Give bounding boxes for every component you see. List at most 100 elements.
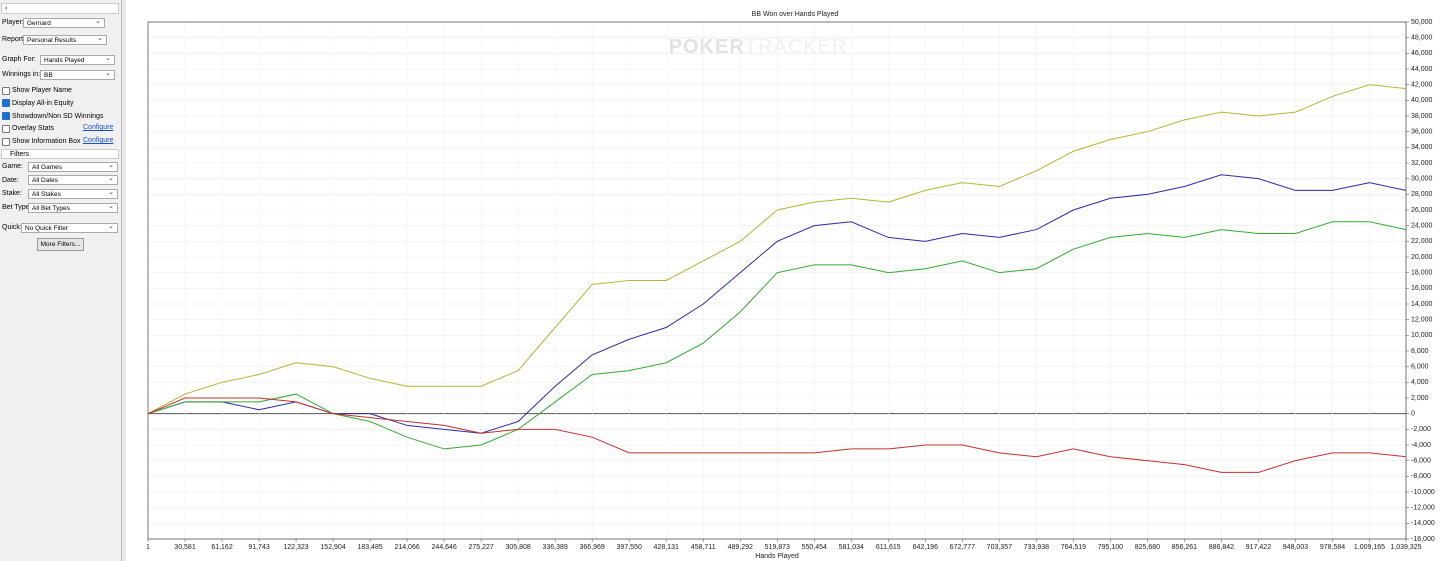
x-tick-label: 336,389 xyxy=(543,544,568,551)
y-tick-label: 50,000 xyxy=(1411,19,1433,26)
y-tick-label: 36,000 xyxy=(1411,129,1433,136)
dropdown[interactable]: Personal Results xyxy=(23,34,107,45)
configure-link[interactable]: Configure xyxy=(83,137,114,145)
splitter[interactable] xyxy=(122,0,126,561)
field-row: Report: xyxy=(2,34,25,45)
y-tick-label: 20,000 xyxy=(1411,254,1433,261)
watermark: POKERTRACKER xyxy=(669,36,848,58)
x-tick-label: 550,454 xyxy=(802,544,827,551)
x-tick-label: 581,034 xyxy=(839,544,864,551)
field-label: Date: xyxy=(2,176,19,184)
series-line xyxy=(147,221,1407,450)
checkbox-row: Show Information Box xyxy=(2,136,80,147)
x-tick-label: 275,227 xyxy=(468,544,493,551)
x-tick-label: 519,873 xyxy=(765,544,790,551)
x-tick-label: 825,680 xyxy=(1135,544,1160,551)
filters-header: Filters xyxy=(1,149,119,159)
y-tick-label: 22,000 xyxy=(1411,238,1433,245)
y-tick-label: 42,000 xyxy=(1411,82,1433,89)
x-axis-label: Hands Played xyxy=(755,553,799,560)
checkbox-label: Showdown/Non SD Winnings xyxy=(12,112,104,120)
field-label: Stake: xyxy=(2,190,22,198)
collapse-bar[interactable]: ‹ xyxy=(1,3,119,14)
x-tick-label: 428,131 xyxy=(654,544,679,551)
x-tick-label: 978,584 xyxy=(1320,544,1345,551)
x-tick-label: 1,009,165 xyxy=(1354,544,1385,551)
y-tick-label: -14,000 xyxy=(1411,520,1435,527)
plot-frame xyxy=(147,21,1407,540)
y-tick-label: 28,000 xyxy=(1411,191,1433,198)
y-tick-label: -8,000 xyxy=(1411,473,1431,480)
chart-background xyxy=(126,0,1440,561)
field-label: Game: xyxy=(2,163,24,170)
x-tick-label: 611,615 xyxy=(876,544,901,551)
checkbox[interactable] xyxy=(2,124,10,133)
dropdown[interactable]: All Bet Types xyxy=(28,202,118,213)
sidebar: ‹ Player:Gernard Report:Personal Results G… xyxy=(0,0,122,561)
y-tick-label: 40,000 xyxy=(1411,97,1433,104)
y-tick-label: 18,000 xyxy=(1411,270,1433,277)
y-tick-label: 6,000 xyxy=(1411,364,1429,371)
x-tick-label: 61,162 xyxy=(211,544,233,551)
y-tick-label: -12,000 xyxy=(1411,505,1435,512)
y-tick-label: 4,000 xyxy=(1411,379,1429,386)
dropdown[interactable]: All Games xyxy=(28,161,118,172)
y-tick-label: 24,000 xyxy=(1411,223,1433,230)
x-tick-label: 642,196 xyxy=(913,544,938,551)
x-tick-label: 305,808 xyxy=(505,544,530,551)
x-tick-label: 30,581 xyxy=(174,544,196,551)
y-tick-label: -6,000 xyxy=(1411,458,1431,465)
x-tick-label: 122,323 xyxy=(283,544,308,551)
series-line xyxy=(147,174,1407,434)
field-row: Winnings in: xyxy=(2,69,40,80)
y-tick-label: 30,000 xyxy=(1411,176,1433,183)
field-row: Player: xyxy=(2,17,24,28)
dropdown[interactable]: Hands Played xyxy=(40,54,115,65)
field-row: Date: xyxy=(2,175,28,186)
x-tick-label: 856,261 xyxy=(1172,544,1197,551)
dropdown[interactable]: BB xyxy=(40,69,115,80)
checkbox-label: Overlay Stats xyxy=(12,125,55,133)
y-tick-label: -2,000 xyxy=(1411,426,1431,433)
y-tick-label: 2,000 xyxy=(1411,395,1429,402)
x-tick-label: 886,842 xyxy=(1209,544,1234,551)
checkbox-label: Show Information Box xyxy=(12,138,81,146)
configure-link[interactable]: Configure xyxy=(83,124,114,132)
y-tick-label: 48,000 xyxy=(1411,35,1433,42)
more-filters-button[interactable]: More Filters... xyxy=(37,238,84,251)
x-tick-label: 764,519 xyxy=(1061,544,1086,551)
field-row: Bet Type: xyxy=(2,202,32,213)
y-tick-label: -4,000 xyxy=(1411,442,1431,449)
field-label: Bet Type: xyxy=(2,204,32,212)
field-label: Player: xyxy=(2,19,24,26)
checkbox-row: Show Player Name xyxy=(2,85,72,96)
dropdown[interactable]: No Quick Filter xyxy=(21,222,118,233)
checkbox[interactable] xyxy=(2,86,10,95)
x-tick-label: 948,003 xyxy=(1283,544,1308,551)
y-tick-label: 38,000 xyxy=(1411,113,1433,120)
x-tick-label: 91,743 xyxy=(248,544,270,551)
x-tick-label: 703,357 xyxy=(987,544,1012,551)
dropdown[interactable]: All Dates xyxy=(28,175,118,186)
checkbox[interactable] xyxy=(2,99,10,108)
y-tick-label: 34,000 xyxy=(1411,144,1433,151)
watermark-part: POKER xyxy=(669,36,745,58)
field-row: Graph For: xyxy=(2,54,36,65)
dropdown[interactable]: Gernard xyxy=(23,17,105,28)
x-tick-label: 214,066 xyxy=(394,544,419,551)
series-line xyxy=(147,397,1407,473)
field-row: Game: xyxy=(2,161,28,172)
checkbox[interactable] xyxy=(2,137,10,146)
field-row: Quick: xyxy=(2,222,22,233)
field-label: Winnings in: xyxy=(2,71,41,78)
checkbox[interactable] xyxy=(2,112,10,121)
y-tick-label: 10,000 xyxy=(1411,332,1433,339)
checkbox-row: Showdown/Non SD Winnings xyxy=(2,111,103,122)
dropdown[interactable]: All Stakes xyxy=(28,188,118,199)
y-tick-label: 12,000 xyxy=(1411,317,1433,324)
series-line xyxy=(147,84,1407,415)
field-label: Report: xyxy=(2,36,25,43)
y-tick-label: -16,000 xyxy=(1411,536,1435,543)
y-tick-label: -10,000 xyxy=(1411,489,1435,496)
x-tick-label: 183,485 xyxy=(357,544,382,551)
